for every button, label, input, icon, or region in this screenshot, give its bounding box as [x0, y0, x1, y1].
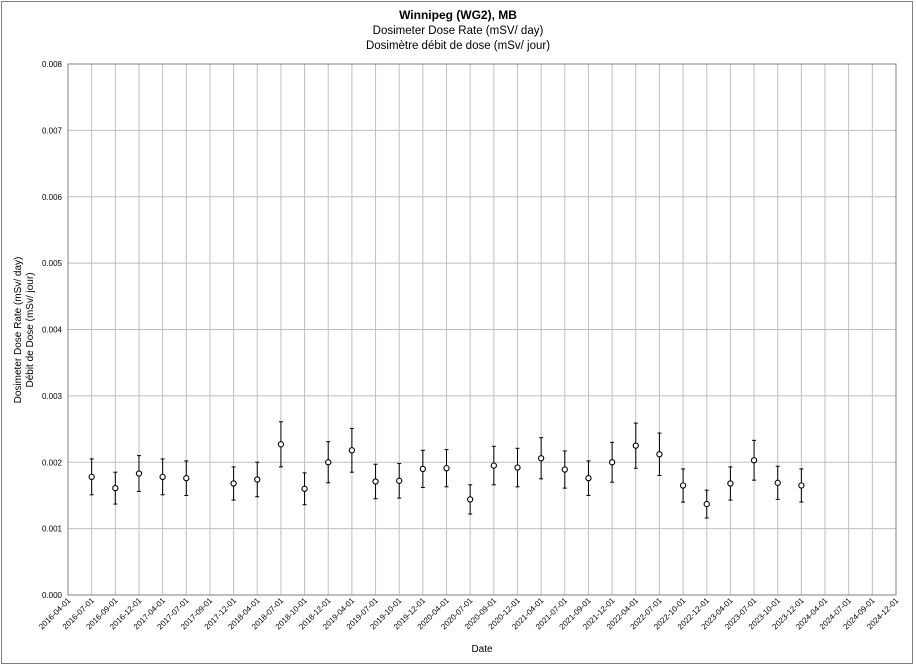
data-point: [325, 441, 332, 484]
data-point: [608, 441, 616, 483]
data-point-marker: [514, 464, 521, 471]
data-point: [396, 463, 403, 499]
data-point: [774, 465, 781, 500]
data-point-marker: [325, 459, 332, 466]
data-point-marker: [183, 475, 190, 482]
data-point-marker: [159, 473, 166, 481]
data-point-marker: [348, 447, 356, 454]
y-tick-labels: 0.000 0.001 0.002 0.003 0.004 0.005 0.006 0.007…: [42, 60, 63, 600]
data-point-marker: [372, 478, 379, 485]
data-point: [679, 468, 687, 503]
data-point: [514, 447, 521, 488]
data-point-marker: [703, 500, 710, 508]
data-point-marker: [774, 479, 781, 486]
data-point-marker: [632, 442, 639, 449]
y-tick-label: 0.002: [42, 458, 63, 467]
data-point-marker: [301, 485, 308, 492]
data-point: [632, 422, 639, 469]
data-point-marker: [419, 465, 427, 473]
y-tick-label: 0.003: [42, 392, 63, 401]
chart-subtitle-fr: Dosimètre débit de dose (mSv/ jour): [366, 40, 550, 52]
data-point-marker: [679, 482, 687, 489]
data-point: [798, 468, 805, 503]
data-point-marker: [467, 496, 474, 503]
y-tick-label: 0.008: [42, 60, 63, 69]
data-point: [254, 461, 261, 498]
data-point-marker: [608, 459, 616, 466]
data-point: [443, 449, 450, 488]
data-point: [159, 458, 166, 496]
y-tick-label: 0.004: [42, 326, 63, 335]
gridlines: [67, 63, 897, 596]
data-point: [88, 458, 95, 496]
data-points: [88, 421, 805, 519]
data-point-marker: [135, 470, 143, 477]
data-point: [561, 450, 568, 489]
data-point: [183, 460, 190, 496]
data-point-marker: [112, 484, 119, 492]
data-point-marker: [254, 476, 261, 483]
plot-area-border: [67, 63, 897, 596]
data-point: [490, 445, 497, 486]
data-point: [750, 439, 758, 481]
data-point: [656, 432, 663, 477]
y-axis-label-en: Dosimeter Dose Rate (mSv/ day): [13, 257, 24, 404]
data-point: [585, 460, 592, 496]
data-point: [277, 421, 285, 468]
y-axis-label-fr: Débit de Dose (mSv/ jour): [25, 272, 36, 387]
data-point: [467, 484, 474, 515]
data-point-marker: [537, 455, 545, 462]
data-point-marker: [88, 473, 95, 481]
data-point: [419, 449, 427, 488]
x-axis-label: Date: [471, 644, 493, 655]
y-tick-label: 0.007: [42, 126, 63, 135]
data-point-marker: [277, 441, 285, 448]
y-tick-label: 0.005: [42, 259, 63, 268]
chart-title: Winnipeg (WG2), MB: [399, 8, 517, 22]
chart-subtitle-en: Dosimeter Dose Rate (mSV/ day): [373, 25, 544, 37]
data-point: [135, 455, 143, 492]
data-point-marker: [656, 451, 663, 458]
y-tick-label: 0.000: [42, 591, 63, 600]
data-point: [348, 427, 356, 473]
y-tick-label: 0.006: [42, 193, 63, 202]
data-point-marker: [396, 477, 403, 484]
data-point-marker: [727, 480, 734, 487]
data-point: [727, 466, 734, 501]
data-point: [112, 471, 119, 505]
data-point: [703, 489, 710, 519]
data-point-marker: [585, 475, 592, 482]
x-tick-labels: 2016-04-012016-07-012016-09-012016-12-01…: [37, 596, 901, 632]
data-point-marker: [750, 457, 758, 464]
data-point-marker: [561, 466, 568, 473]
data-point: [372, 463, 379, 500]
data-point-marker: [443, 465, 450, 472]
data-point-marker: [230, 480, 237, 487]
data-point: [301, 472, 308, 506]
y-tick-label: 0.001: [42, 525, 63, 534]
data-point-marker: [798, 482, 805, 489]
data-point-marker: [490, 462, 497, 469]
data-point: [230, 466, 237, 501]
data-point: [537, 437, 545, 480]
